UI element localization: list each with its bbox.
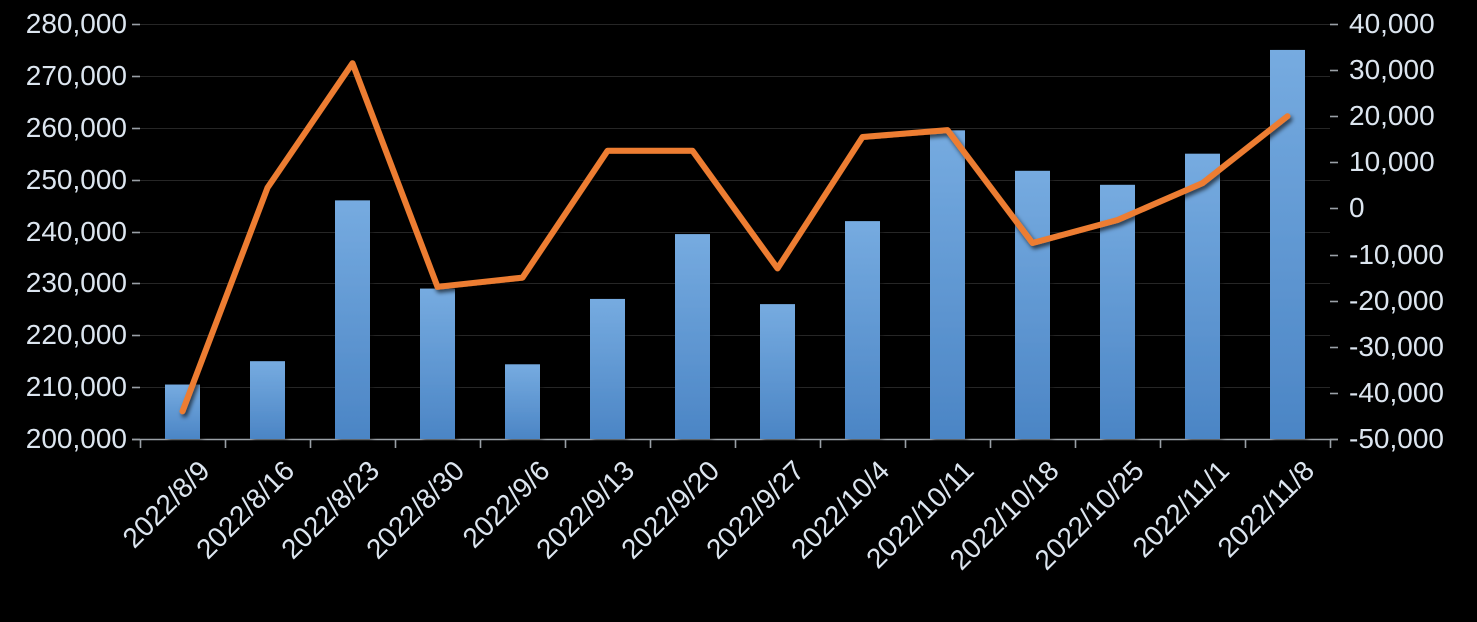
left-axis-tick-label: 200,000 bbox=[25, 423, 127, 454]
bar-2022/9/13[interactable] bbox=[590, 298, 625, 439]
bar-2022/11/1[interactable] bbox=[1185, 153, 1220, 439]
line-series[interactable] bbox=[179, 60, 1291, 415]
right-axis-tick-label: 10,000 bbox=[1349, 146, 1435, 178]
bar-2022/9/6[interactable] bbox=[505, 364, 540, 439]
right-axis-tick-label: -40,000 bbox=[1349, 376, 1444, 408]
right-axis-tick-label: -30,000 bbox=[1349, 330, 1444, 362]
bar-2022/8/16[interactable] bbox=[250, 361, 285, 439]
bar-2022/8/30[interactable] bbox=[420, 288, 455, 439]
left-axis-tick-label: 280,000 bbox=[25, 8, 127, 39]
bar-2022/11/8[interactable] bbox=[1270, 49, 1305, 439]
right-axis-tick-label: 20,000 bbox=[1349, 100, 1435, 132]
bar-2022/9/27[interactable] bbox=[760, 304, 795, 439]
right-axis-tick-label: -10,000 bbox=[1349, 238, 1444, 270]
right-axis-tick-label: 40,000 bbox=[1349, 8, 1435, 39]
left-axis-tick-label: 220,000 bbox=[25, 319, 127, 351]
left-axis-tick-label: 210,000 bbox=[25, 371, 127, 403]
bar-2022/10/18[interactable] bbox=[1015, 170, 1050, 439]
left-axis-tick-label: 250,000 bbox=[25, 163, 127, 195]
right-axis-tick-label: -20,000 bbox=[1349, 284, 1444, 316]
left-axis-tick-label: 230,000 bbox=[25, 267, 127, 299]
bar-2022/9/20[interactable] bbox=[675, 234, 710, 439]
right-axis-tick-label: -50,000 bbox=[1349, 423, 1444, 454]
bar-2022/10/11[interactable] bbox=[930, 130, 965, 439]
right-axis-tick-label: 30,000 bbox=[1349, 54, 1435, 86]
left-axis-tick-label: 260,000 bbox=[25, 111, 127, 143]
left-axis-tick-label: 240,000 bbox=[25, 215, 127, 247]
left-axis-tick-label: 270,000 bbox=[25, 59, 127, 91]
bar-2022/10/4[interactable] bbox=[845, 221, 880, 439]
bar-2022/8/23[interactable] bbox=[335, 200, 370, 439]
bar-2022/10/25[interactable] bbox=[1100, 184, 1135, 439]
right-axis-tick-label: 0 bbox=[1349, 192, 1365, 224]
